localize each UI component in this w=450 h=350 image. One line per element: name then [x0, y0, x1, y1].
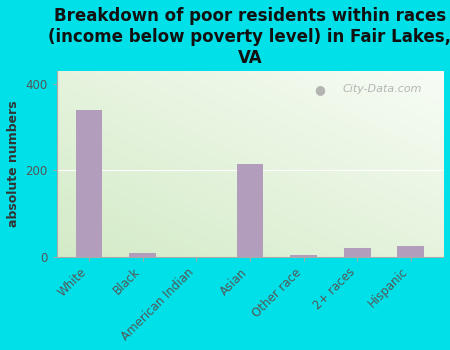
Bar	[76, 110, 103, 257]
Bar	[397, 246, 424, 257]
Title: Breakdown of poor residents within races
(income below poverty level) in Fair La: Breakdown of poor residents within races…	[49, 7, 450, 66]
Bar	[129, 253, 156, 257]
Text: City-Data.com: City-Data.com	[342, 84, 422, 94]
Bar	[237, 164, 263, 257]
Bar	[290, 255, 317, 257]
Bar	[344, 248, 371, 257]
Text: ●: ●	[314, 83, 325, 96]
Y-axis label: absolute numbers: absolute numbers	[7, 100, 20, 227]
